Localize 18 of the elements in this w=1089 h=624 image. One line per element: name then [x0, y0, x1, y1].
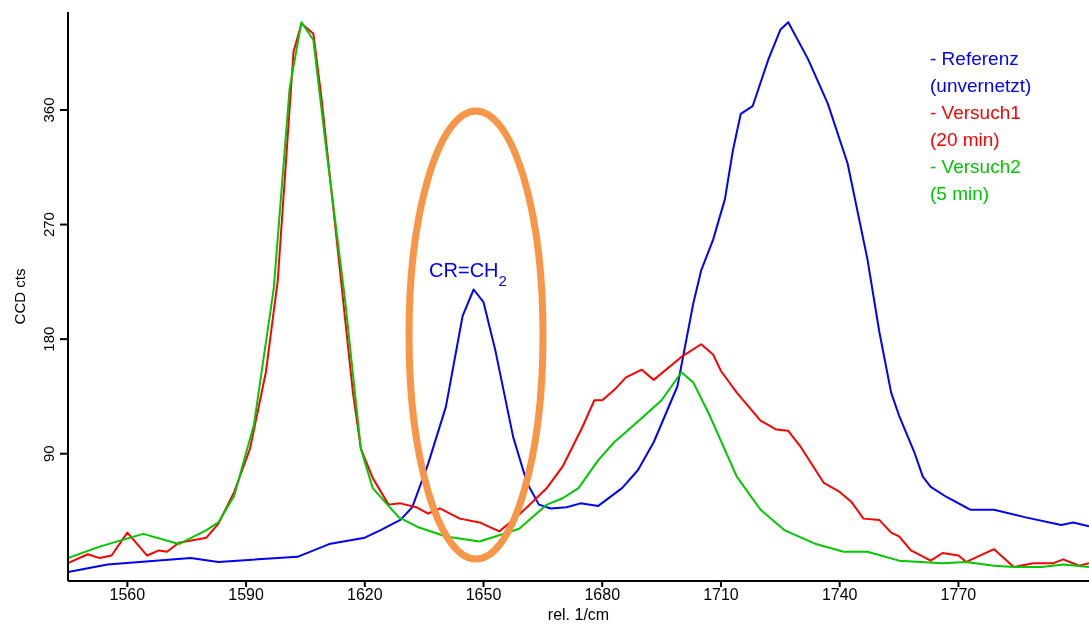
x-tick-label: 1560 [109, 586, 146, 604]
y-axis-title: CCD cts [11, 268, 29, 325]
annotation: CR=CH$_{2}$ [429, 259, 507, 289]
y-tick-label: 180 [40, 326, 57, 352]
y-tick-label: 270 [40, 212, 57, 238]
x-tick-label: 1620 [347, 586, 383, 604]
x-tick-label: 1680 [584, 586, 621, 604]
text: - Versuch2 (5 min) [930, 155, 1022, 206]
y-tick-label: 90 [40, 445, 57, 463]
x-tick-label: 1650 [465, 586, 502, 604]
x-tick-label: 1590 [228, 586, 264, 604]
text: - Versuch1 (20 min) [930, 101, 1022, 152]
text: - Referenz (unvernetzt) [930, 47, 1033, 98]
x-tick-label: 1710 [703, 586, 739, 604]
x-tick-label: 1740 [821, 586, 858, 604]
x-axis-title: rel. 1/cm [547, 606, 610, 623]
y-tick-label: 360 [40, 97, 57, 123]
x-tick-label: 1770 [940, 586, 977, 604]
